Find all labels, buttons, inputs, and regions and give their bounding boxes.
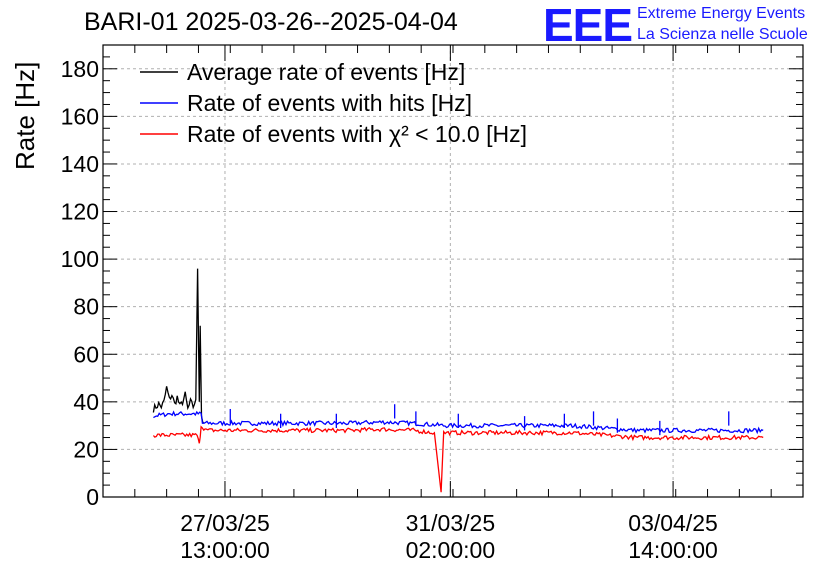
y-tick-label: 0 [86, 484, 99, 510]
y-tick-label: 120 [61, 199, 99, 225]
x-tick-label-time: 14:00:00 [628, 537, 718, 563]
y-tick-label: 160 [61, 103, 99, 129]
legend-entry: Rate of events with χ² < 10.0 [Hz] [187, 121, 527, 147]
logo-line-2: La Scienza nelle Scuole [637, 26, 808, 43]
series-line-3 [152, 425, 764, 493]
legend-entry: Rate of events with hits [Hz] [187, 90, 472, 116]
y-tick-label: 140 [61, 151, 99, 177]
x-tick-label-time: 02:00:00 [406, 537, 496, 563]
logo-text: Extreme Energy Events La Scienza nelle S… [637, 3, 808, 45]
y-tick-label: 60 [73, 341, 99, 367]
y-tick-label: 100 [61, 246, 99, 272]
eee-logo: EEE [543, 0, 633, 51]
x-tick-label-date: 03/04/25 [628, 510, 718, 536]
legend-entry: Average rate of events [Hz] [187, 59, 465, 85]
y-tick-label: 40 [73, 389, 99, 415]
y-tick-label: 80 [73, 294, 99, 320]
x-tick-label-time: 13:00:00 [180, 537, 270, 563]
logo-line-1: Extreme Energy Events [637, 5, 806, 22]
chart-title: BARI-01 2025-03-26--2025-04-04 [84, 8, 458, 36]
x-tick-label-date: 31/03/25 [406, 510, 496, 536]
x-tick-label-date: 27/03/25 [180, 510, 270, 536]
y-tick-label: 180 [61, 56, 99, 82]
y-tick-label: 20 [73, 436, 99, 462]
series-line-2 [153, 410, 764, 435]
series-line-1 [152, 268, 205, 424]
